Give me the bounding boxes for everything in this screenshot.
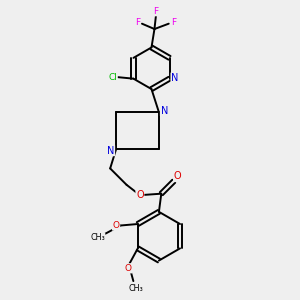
- Text: N: N: [107, 146, 115, 156]
- Text: N: N: [171, 73, 178, 83]
- Text: F: F: [171, 18, 176, 27]
- Text: N: N: [160, 106, 168, 116]
- Text: F: F: [135, 18, 140, 27]
- Text: CH₃: CH₃: [128, 284, 143, 293]
- Text: CH₃: CH₃: [90, 233, 105, 242]
- Text: Cl: Cl: [108, 73, 117, 82]
- Text: F: F: [153, 7, 158, 16]
- Text: O: O: [112, 221, 120, 230]
- Text: O: O: [174, 172, 182, 182]
- Text: O: O: [136, 190, 144, 200]
- Text: O: O: [125, 264, 132, 273]
